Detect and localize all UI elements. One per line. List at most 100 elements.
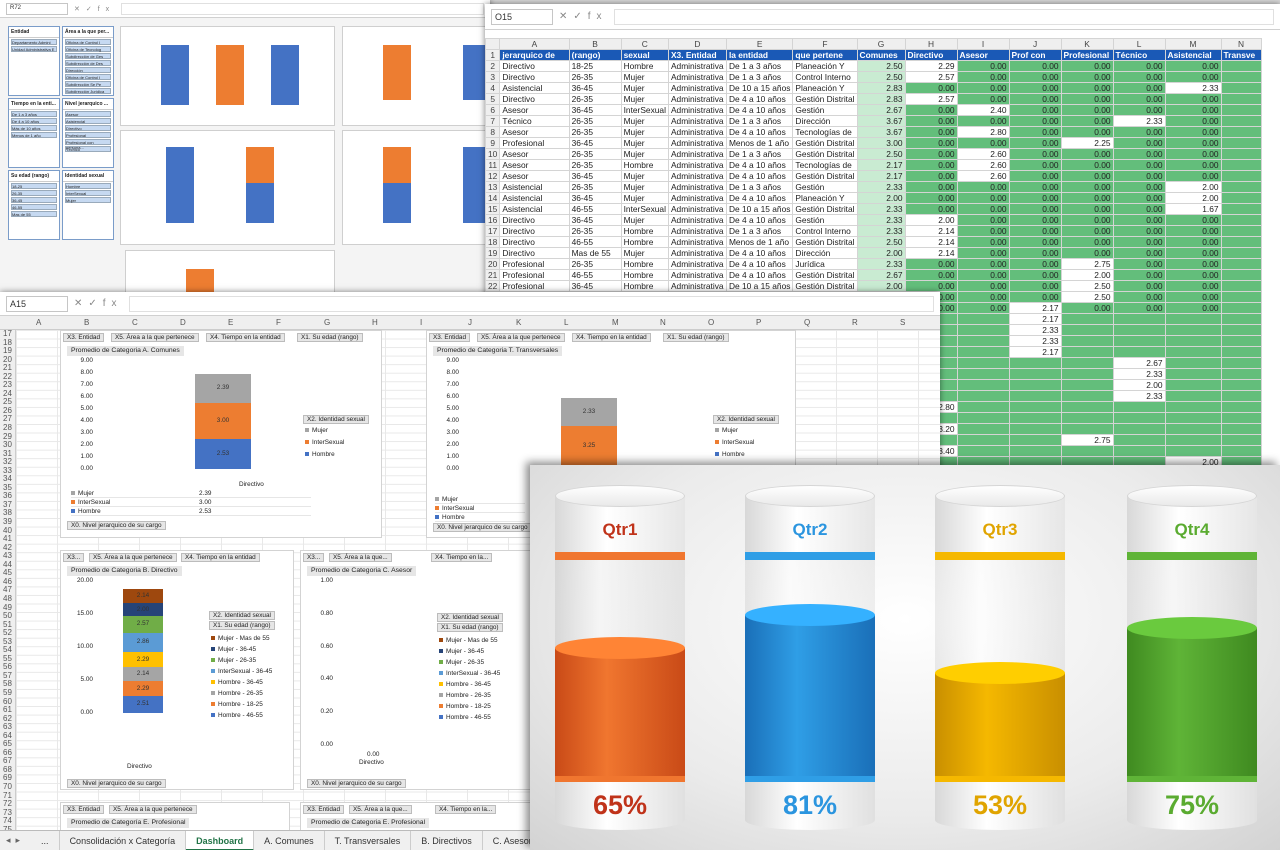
table-cell[interactable]: 0.00 xyxy=(1008,192,1062,204)
table-cell[interactable]: 0.00 xyxy=(956,60,1010,72)
table-cell[interactable] xyxy=(1220,181,1262,193)
table-cell[interactable]: 0.00 xyxy=(1008,291,1062,303)
table-cell[interactable]: 0.00 xyxy=(904,269,958,281)
table-cell[interactable] xyxy=(1112,445,1166,457)
table-cell[interactable]: 0.00 xyxy=(904,203,958,215)
table-cell[interactable] xyxy=(1220,368,1262,380)
sheet-tab[interactable]: A. Comunes xyxy=(254,830,325,850)
row-number[interactable]: 13 xyxy=(485,181,501,193)
table-cell[interactable]: 2.14 xyxy=(904,236,958,248)
table-cell[interactable] xyxy=(1008,434,1062,446)
table-cell[interactable]: 0.00 xyxy=(1008,115,1062,127)
row-number[interactable]: 26 xyxy=(3,405,12,415)
table-cell[interactable] xyxy=(1060,390,1114,402)
table-cell[interactable]: Asistencial xyxy=(499,203,570,215)
row-number[interactable]: 68 xyxy=(3,764,12,774)
filter-button[interactable]: X3... xyxy=(303,553,325,562)
table-cell[interactable]: Gestión Distrital xyxy=(792,170,858,182)
table-cell[interactable]: 0.00 xyxy=(1112,82,1166,94)
table-cell[interactable]: 2.60 xyxy=(956,159,1010,171)
table-cell[interactable]: 0.00 xyxy=(1112,203,1166,215)
slicer-item[interactable]: Asistencial xyxy=(65,118,111,124)
row-number[interactable]: 34 xyxy=(3,474,12,484)
table-cell[interactable]: De 1 a 3 años xyxy=(725,60,794,72)
column-letter[interactable]: I xyxy=(420,318,423,327)
table-cell[interactable]: De 4 a 10 años xyxy=(725,170,794,182)
row-number[interactable]: 73 xyxy=(3,807,12,817)
table-cell[interactable]: 3.67 xyxy=(856,115,906,127)
table-cell[interactable] xyxy=(1220,269,1262,281)
table-cell[interactable]: 2.00 xyxy=(856,247,906,259)
table-cell[interactable]: Administrativa xyxy=(667,115,727,127)
table-cell[interactable]: Mujer xyxy=(620,115,669,127)
table-cell[interactable]: 2.17 xyxy=(856,170,906,182)
slicer-item[interactable]: De 1 a 3 años xyxy=(11,111,57,117)
row-number[interactable]: 29 xyxy=(3,431,12,441)
table-cell[interactable]: De 1 a 3 años xyxy=(725,115,794,127)
table-cell[interactable]: Mujer xyxy=(620,170,669,182)
column-letter[interactable]: D xyxy=(667,38,727,50)
table-cell[interactable]: De 4 a 10 años xyxy=(725,247,794,259)
table-cell[interactable]: Administrativa xyxy=(667,247,727,259)
column-header[interactable]: Comunes xyxy=(856,49,906,61)
table-cell[interactable]: 0.00 xyxy=(1060,159,1114,171)
table-cell[interactable]: Hombre xyxy=(620,258,669,270)
table-cell[interactable]: 36-45 xyxy=(568,104,622,116)
table-cell[interactable]: Gestión Distrital xyxy=(792,137,858,149)
row-number[interactable]: 36 xyxy=(3,491,12,501)
row-number[interactable]: 37 xyxy=(3,499,12,509)
table-cell[interactable] xyxy=(1060,445,1114,457)
table-cell[interactable] xyxy=(1008,379,1062,391)
slicer-item[interactable]: Asesor xyxy=(65,111,111,117)
table-cell[interactable] xyxy=(956,379,1010,391)
table-cell[interactable]: 0.00 xyxy=(1164,225,1222,237)
table-cell[interactable]: 1.67 xyxy=(1164,203,1222,215)
table-cell[interactable] xyxy=(1220,357,1262,369)
legend-filter-button[interactable]: X2. Identidad sexual xyxy=(713,415,779,424)
table-cell[interactable]: 0.00 xyxy=(956,71,1010,83)
table-cell[interactable] xyxy=(1220,291,1262,303)
row-number[interactable]: 17 xyxy=(485,225,501,237)
table-cell[interactable]: 2.50 xyxy=(1060,280,1114,292)
table-cell[interactable]: 0.00 xyxy=(1060,104,1114,116)
row-number[interactable]: 38 xyxy=(3,508,12,518)
table-cell[interactable] xyxy=(1112,423,1166,435)
table-cell[interactable]: 26-35 xyxy=(568,148,622,160)
column-letter[interactable]: H xyxy=(372,318,378,327)
table-cell[interactable] xyxy=(1220,247,1262,259)
slicer-item[interactable]: Técnico xyxy=(65,146,111,152)
slicer-item[interactable]: Más de 10 años xyxy=(11,125,57,131)
column-letter[interactable]: J xyxy=(468,318,472,327)
table-cell[interactable]: 0.00 xyxy=(1164,60,1222,72)
table-cell[interactable]: 2.14 xyxy=(904,225,958,237)
table-cell[interactable]: 0.00 xyxy=(904,115,958,127)
sheet-tab[interactable]: T. Transversales xyxy=(325,830,412,850)
table-cell[interactable]: 0.00 xyxy=(1112,225,1166,237)
table-cell[interactable]: Mujer xyxy=(620,82,669,94)
column-letter[interactable]: G xyxy=(324,318,331,327)
legend-filter-button[interactable]: X1. Su edad (rango) xyxy=(437,623,503,632)
slicer-item[interactable]: Oficina de Tecnolog xyxy=(65,46,111,52)
column-letter[interactable]: L xyxy=(564,318,569,327)
row-number[interactable]: 5 xyxy=(485,93,501,105)
slicer-item[interactable]: Profesional con persona... xyxy=(65,139,111,150)
table-cell[interactable]: 0.00 xyxy=(904,148,958,160)
table-cell[interactable]: 0.00 xyxy=(1008,181,1062,193)
row-number[interactable]: 75 xyxy=(3,824,12,830)
table-cell[interactable]: 0.00 xyxy=(904,159,958,171)
table-cell[interactable]: Hombre xyxy=(620,280,669,292)
table-cell[interactable]: 2.00 xyxy=(856,192,906,204)
table-cell[interactable]: 0.00 xyxy=(1164,126,1222,138)
column-header[interactable]: (rango) xyxy=(568,49,622,61)
table-cell[interactable] xyxy=(1060,379,1114,391)
table-cell[interactable] xyxy=(1164,412,1222,424)
row-number[interactable]: 39 xyxy=(3,517,12,527)
row-number[interactable]: 67 xyxy=(3,756,12,766)
filter-button[interactable]: X4. Tiempo en la... xyxy=(431,553,493,562)
table-cell[interactable]: Administrativa xyxy=(667,148,727,160)
slicer-item[interactable]: Mujer xyxy=(65,197,111,203)
table-cell[interactable]: Mujer xyxy=(620,214,669,226)
table-cell[interactable] xyxy=(1008,423,1062,435)
table-cell[interactable]: 0.00 xyxy=(904,280,958,292)
table-cell[interactable]: Administrativa xyxy=(667,269,727,281)
